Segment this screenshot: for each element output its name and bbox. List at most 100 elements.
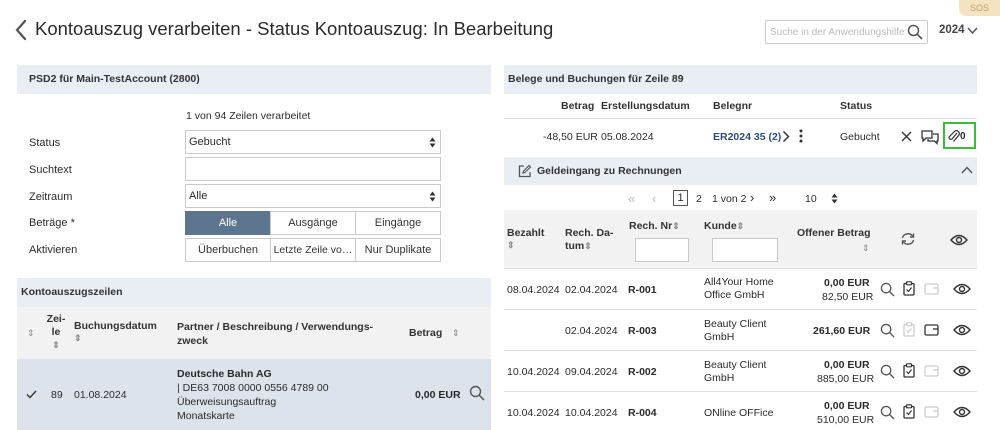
row-description: Überweisungsauftrag — [177, 396, 277, 408]
page-size-select[interactable]: 10 — [805, 193, 817, 205]
search-icon[interactable] — [880, 364, 895, 379]
wallet-icon[interactable] — [924, 365, 939, 377]
row-zeile: 89 — [51, 389, 63, 401]
inv4-betrag: 0,00 EUR — [824, 400, 870, 412]
rech-nr-filter-input[interactable] — [635, 238, 689, 262]
eye-icon[interactable] — [953, 365, 971, 377]
clipboard-icon[interactable] — [903, 363, 915, 378]
table-row[interactable] — [17, 359, 491, 430]
beleg-datum: 05.08.2024 — [601, 131, 654, 143]
betraege-eingaenge-button[interactable]: Eingänge — [355, 211, 441, 235]
col-buchungsdatum[interactable]: Buchungsdatum ⇕ — [74, 320, 157, 343]
zeitraum-select[interactable]: Alle — [185, 184, 441, 208]
col-partner[interactable]: Partner / Beschreibung / Verwendungs-zwe… — [177, 321, 374, 347]
sort-icon[interactable]: ⇕ — [27, 328, 35, 338]
sort-icon[interactable]: ⇕ — [452, 328, 460, 338]
updown-icon — [429, 191, 436, 202]
nur-duplikate-button[interactable]: Nur Duplikate — [355, 238, 441, 262]
page-title: Kontoauszug verarbeiten - Status Kontoau… — [35, 18, 554, 39]
inv1-kunde: All4Your Home Office GmbH — [704, 276, 774, 301]
psd2-panel-header: PSD2 für Main-TestAccount (2800) — [17, 65, 491, 94]
col-betrag: Betrag — [561, 100, 595, 112]
inv4-datum: 10.04.2024 — [565, 407, 618, 419]
updown-icon[interactable] — [831, 193, 838, 204]
ueberbuchen-button[interactable]: Überbuchen — [185, 238, 271, 262]
eye-icon[interactable] — [950, 234, 968, 246]
sort-icon[interactable]: ⇕ — [862, 243, 870, 253]
search-icon[interactable] — [880, 405, 895, 420]
clipboard-icon[interactable] — [903, 404, 915, 419]
clipboard-icon[interactable] — [903, 281, 915, 296]
inv3-kunde: Beauty Client GmbH — [704, 359, 767, 384]
sos-badge[interactable]: SOS — [959, 0, 1000, 16]
inv2-datum: 02.04.2024 — [565, 325, 618, 337]
attachments-highlight[interactable] — [943, 122, 976, 149]
eye-icon[interactable] — [953, 283, 971, 295]
beleg-betrag: -48,50 EUR — [543, 131, 598, 143]
inv3-bezahlt: 10.04.2024 — [507, 366, 560, 378]
col-rech-nr[interactable]: Rech. Nr⇕ — [629, 220, 680, 232]
letzte-zeile-button[interactable]: Letzte Zeile vo… — [270, 238, 356, 262]
kontoauszugszeilen-header: Kontoauszugszeilen — [17, 278, 491, 307]
eye-icon[interactable] — [953, 324, 971, 336]
next-page-icon[interactable]: › — [750, 190, 755, 205]
search-icon[interactable] — [880, 323, 895, 338]
col-zeile[interactable]: Zei-le ⇕ — [46, 313, 66, 350]
chevron-up-icon[interactable] — [961, 166, 973, 174]
col-bezahlt[interactable]: Bezahlt ⇕ — [507, 227, 545, 250]
inv3-datum: 09.04.2024 — [565, 366, 618, 378]
inv1-datum: 02.04.2024 — [565, 284, 618, 296]
inv3-betrag: 0,00 EUR — [824, 359, 870, 371]
status-label: Status — [29, 137, 61, 149]
search-icon[interactable] — [880, 282, 895, 297]
col-kunde[interactable]: Kunde⇕ — [704, 220, 745, 232]
row-betrag[interactable]: 0,00 EUR — [415, 389, 461, 401]
search-icon[interactable] — [469, 385, 485, 401]
prev-page-icon[interactable]: ‹ — [652, 191, 657, 206]
betraege-ausgaenge-button[interactable]: Ausgänge — [270, 211, 356, 235]
inv4-kunde: ONline OFFice — [704, 407, 774, 419]
kunde-filter-input[interactable] — [712, 238, 778, 262]
wallet-icon[interactable] — [924, 283, 939, 295]
col-belegnr: Belegnr — [713, 100, 753, 112]
betraege-alle-button[interactable]: Alle — [185, 211, 271, 235]
edit-icon[interactable] — [518, 164, 532, 178]
col-rech-datum[interactable]: Rech. Da-tum⇕ — [565, 227, 614, 252]
last-page-icon[interactable]: » — [769, 190, 777, 205]
close-icon[interactable] — [901, 131, 912, 142]
col-offener-betrag[interactable]: Offener Betrag — [797, 227, 871, 239]
geldeingang-header — [504, 157, 977, 185]
col-betrag[interactable]: Betrag — [409, 327, 443, 339]
clipboard-icon[interactable] — [903, 322, 915, 337]
first-page-icon[interactable]: « — [628, 191, 636, 206]
wallet-icon[interactable] — [924, 324, 939, 336]
chat-icon[interactable] — [920, 129, 940, 145]
refresh-icon[interactable] — [900, 232, 916, 246]
chevron-down-icon[interactable] — [967, 27, 978, 34]
help-search-input[interactable] — [766, 21, 904, 43]
progress-text: 1 von 94 Zeilen verarbeitet — [186, 110, 311, 122]
geldeingang-title: Geldeingang zu Rechnungen — [537, 165, 682, 177]
status-select[interactable]: Gebucht — [185, 130, 441, 154]
zeitraum-label: Zeitraum — [29, 191, 73, 203]
inv1-betrag2: 82,50 EUR — [822, 291, 874, 303]
wallet-icon[interactable] — [924, 406, 939, 418]
search-icon[interactable] — [907, 24, 923, 40]
suchtext-input[interactable] — [185, 157, 441, 181]
beleg-nr-link[interactable]: ER2024 35 (2) — [713, 131, 782, 143]
belege-header: Belege und Buchungen für Zeile 89 — [504, 65, 977, 94]
beleg-status: Gebucht — [840, 131, 880, 143]
paperclip-icon[interactable] — [948, 129, 960, 143]
back-chevron-icon[interactable] — [14, 19, 28, 41]
more-vertical-icon[interactable] — [799, 129, 803, 143]
inv1-betrag: 0,00 EUR — [824, 277, 870, 289]
page-2-button[interactable]: 2 — [696, 193, 702, 205]
help-search[interactable] — [765, 20, 928, 44]
year-selector[interactable]: 2024 — [939, 24, 965, 36]
page-of: 1 von 2 — [712, 193, 747, 205]
eye-icon[interactable] — [953, 406, 971, 418]
inv2-kunde: Beauty Client GmbH — [704, 318, 767, 343]
inv1-bezahlt: 08.04.2024 — [507, 284, 560, 296]
chevron-right-icon[interactable] — [782, 130, 790, 143]
page-1-button[interactable]: 1 — [673, 190, 688, 206]
